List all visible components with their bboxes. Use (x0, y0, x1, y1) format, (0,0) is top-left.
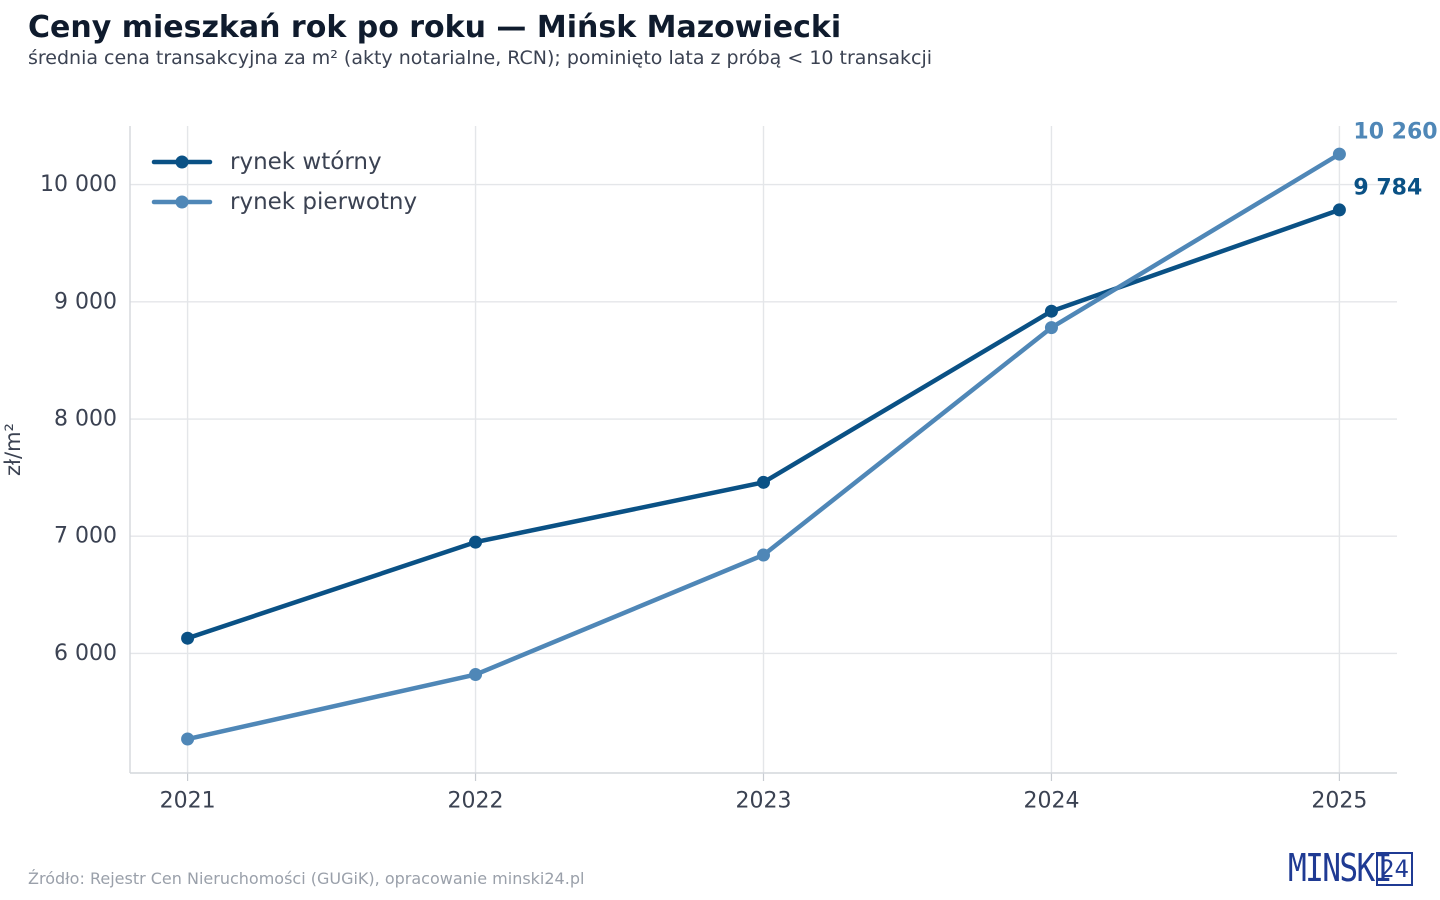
data-point (469, 535, 483, 549)
x-tick-label: 2025 (1311, 789, 1367, 814)
source-note: Źródło: Rejestr Cen Nieruchomości (GUGiK… (28, 869, 585, 888)
x-tick-label: 2023 (736, 789, 792, 814)
chart-title: Ceny mieszkań rok po roku — Mińsk Mazowi… (28, 10, 842, 45)
end-value-label: 9 784 (1353, 175, 1422, 200)
x-tick-label: 2022 (448, 789, 504, 814)
y-tick-label: 7 000 (54, 524, 117, 549)
legend-marker (175, 195, 189, 209)
y-tick-label: 6 000 (54, 641, 117, 666)
end-value-label: 10 260 (1353, 120, 1437, 145)
data-point (1332, 147, 1346, 161)
brand-logo: MINSKI 24 (1288, 848, 1413, 888)
brand-logo-number: 24 (1376, 852, 1413, 886)
data-point (1044, 304, 1058, 318)
legend-label: rynek pierwotny (230, 189, 417, 215)
y-axis-label: zł/m² (1, 423, 25, 476)
data-point (1044, 321, 1058, 335)
x-tick-label: 2024 (1023, 789, 1079, 814)
legend-marker (175, 155, 189, 169)
y-tick-label: 10 000 (40, 172, 117, 197)
x-tick-label: 2021 (160, 789, 216, 814)
y-tick-label: 9 000 (54, 289, 117, 314)
chart-subtitle: średnia cena transakcyjna za m² (akty no… (28, 47, 933, 69)
data-point (181, 732, 195, 746)
data-point (757, 548, 770, 562)
data-point (469, 668, 483, 682)
data-point (1332, 203, 1346, 217)
legend-label: rynek wtórny (230, 149, 382, 175)
y-tick-label: 8 000 (54, 407, 117, 432)
data-point (757, 475, 770, 489)
data-point (181, 631, 195, 645)
brand-logo-name: MINSKI (1288, 846, 1392, 890)
